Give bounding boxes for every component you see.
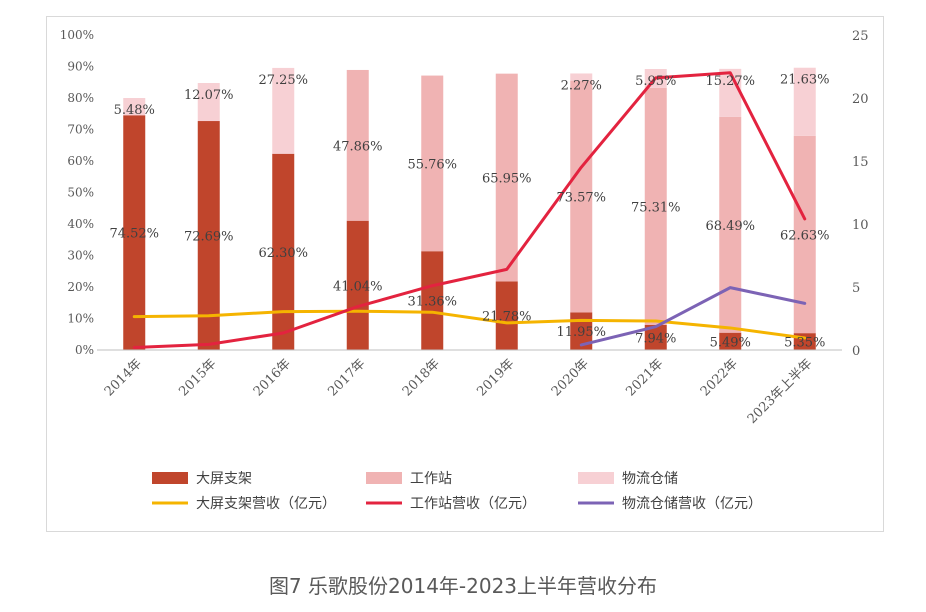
data-label-5-0: 21.78% — [482, 310, 532, 325]
x-tick-5: 2019年 — [474, 356, 517, 399]
y-right-tick-2: 10 — [852, 218, 869, 233]
bar-workstation-7 — [644, 87, 667, 325]
bar-large-screen-5 — [495, 281, 518, 350]
x-tick-3: 2017年 — [325, 356, 368, 399]
bar-large-screen-1 — [197, 121, 220, 351]
data-label-7-2: 5.95% — [635, 74, 676, 89]
data-label-3-1: 47.86% — [333, 139, 383, 154]
bars-layer — [123, 67, 816, 351]
bar-large-screen-2 — [272, 153, 295, 350]
y-right-tick-5: 25 — [852, 29, 869, 44]
legend-swatch-1 — [366, 472, 402, 484]
data-label-8-1: 68.49% — [705, 219, 755, 234]
data-label-8-2: 15.27% — [705, 74, 755, 89]
y-left-tick-6: 60% — [67, 154, 94, 168]
data-label-9-1: 62.63% — [780, 229, 830, 244]
legend-label-5: 物流仓储营收（亿元） — [622, 496, 762, 512]
data-label-2-0: 62.30% — [258, 246, 308, 261]
bar-warehouse-2 — [272, 67, 295, 154]
line-warehouse-revenue — [579, 286, 807, 347]
data-label-5-1: 65.95% — [482, 172, 532, 187]
data-label-0-2: 5.48% — [114, 103, 155, 118]
bar-workstation-9 — [793, 135, 816, 334]
data-label-2-2: 27.25% — [258, 73, 308, 88]
x-tick-6: 2020年 — [549, 356, 592, 399]
data-label-7-0: 7.94% — [635, 331, 676, 346]
y-right-tick-1: 5 — [852, 281, 860, 296]
data-label-8-0: 5.49% — [710, 335, 751, 350]
x-tick-1: 2015年 — [176, 356, 219, 399]
legend-label-2: 物流仓储 — [622, 471, 678, 487]
y-left-tick-10: 100% — [60, 28, 94, 42]
x-tick-8: 2022年 — [698, 356, 741, 399]
data-label-4-0: 31.36% — [407, 295, 457, 310]
y-left-tick-5: 50% — [67, 186, 94, 200]
legend-swatch-0 — [152, 472, 188, 484]
y-left-tick-9: 90% — [67, 60, 94, 74]
legend-label-1: 工作站 — [410, 471, 452, 487]
data-label-9-0: 5.35% — [784, 336, 825, 351]
figure-caption: 图7 乐歌股份2014年-2023上半年营收分布 — [268, 574, 658, 598]
bar-warehouse-0 — [123, 98, 146, 116]
y-right-tick-4: 20 — [852, 92, 869, 107]
bar-warehouse-9 — [793, 67, 816, 136]
y-left-tick-7: 70% — [67, 123, 94, 137]
bar-warehouse-1 — [197, 83, 220, 122]
y-left-tick-3: 30% — [67, 249, 94, 263]
bar-large-screen-7 — [644, 324, 667, 350]
legend-label-0: 大屏支架 — [196, 471, 252, 487]
data-label-6-1: 73.57% — [556, 190, 606, 205]
data-label-7-1: 75.31% — [631, 200, 681, 215]
line-workstation-revenue — [132, 71, 807, 349]
data-label-6-0: 11.95% — [556, 325, 606, 340]
bar-large-screen-8 — [719, 332, 742, 350]
y-left-tick-2: 20% — [67, 280, 94, 294]
data-labels-layer: 74.52% 5.48% 72.69% 12.07% 62.30% 27.25% 41.04… — [109, 73, 829, 351]
x-tick-4: 2018年 — [400, 356, 443, 399]
line-large-screen-revenue — [132, 309, 807, 340]
legend-label-3: 大屏支架营收（亿元） — [196, 496, 336, 512]
data-label-4-1: 55.76% — [407, 157, 457, 172]
bar-large-screen-3 — [346, 220, 369, 350]
y-right-tick-0: 0 — [852, 344, 860, 359]
data-label-0-0: 74.52% — [109, 227, 159, 242]
bar-workstation-6 — [570, 80, 593, 313]
x-tick-2: 2016年 — [251, 356, 294, 399]
x-tick-0: 2014年 — [102, 356, 145, 399]
data-label-1-2: 12.07% — [184, 88, 234, 103]
bar-large-screen-0 — [123, 115, 146, 351]
bar-workstation-5 — [495, 73, 518, 282]
data-label-1-0: 72.69% — [184, 230, 234, 245]
bar-large-screen-4 — [421, 251, 444, 350]
y-left-tick-0: 0% — [75, 343, 94, 357]
lines-layer — [132, 71, 807, 349]
x-tick-9: 2023年上半年 — [745, 356, 816, 427]
bar-workstation-8 — [719, 116, 742, 333]
y-right-tick-3: 15 — [852, 155, 869, 170]
data-label-9-2: 21.63% — [780, 73, 830, 88]
legend-swatch-2 — [578, 472, 614, 484]
y-left-tick-1: 10% — [67, 312, 94, 326]
bar-workstation-4 — [421, 75, 444, 252]
x-tick-7: 2021年 — [623, 356, 666, 399]
y-left-tick-8: 80% — [67, 91, 94, 105]
y-left-tick-4: 40% — [67, 217, 94, 231]
bar-warehouse-6 — [570, 73, 593, 81]
legend-label-4: 工作站营收（亿元） — [410, 496, 536, 512]
data-label-6-2: 2.27% — [561, 78, 602, 93]
bar-workstation-3 — [346, 69, 369, 221]
data-label-3-0: 41.04% — [333, 279, 383, 294]
